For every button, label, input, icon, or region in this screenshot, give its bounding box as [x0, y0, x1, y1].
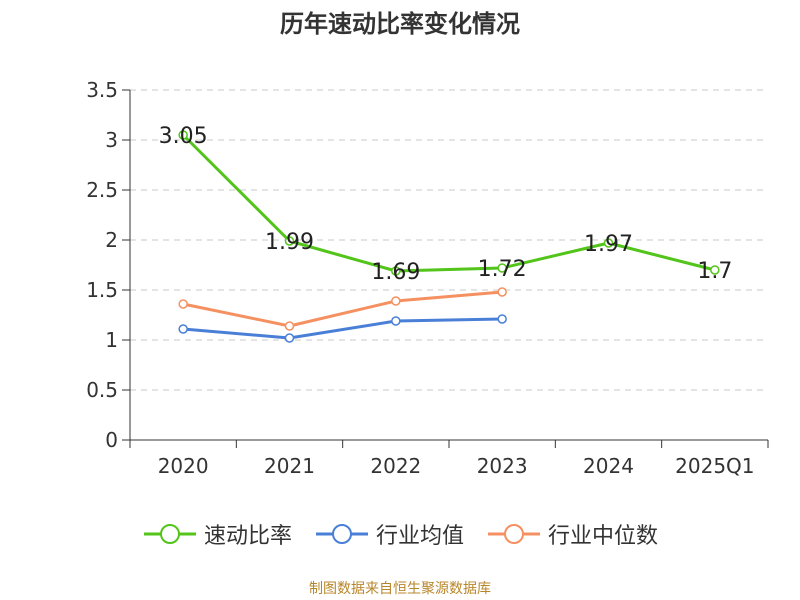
data-point [391, 316, 401, 326]
data-point [284, 321, 295, 331]
x-tick-label: 2022 [370, 454, 421, 478]
grid-lines [130, 89, 768, 391]
x-tick-label: 2021 [264, 454, 315, 478]
data-point [391, 296, 401, 306]
legend-item[interactable]: 行业均值 [314, 518, 464, 550]
y-tick-label: 1 [105, 328, 118, 352]
legend-label: 行业中位数 [548, 524, 659, 549]
data-point [284, 333, 295, 343]
y-tick-label: 0 [105, 428, 118, 452]
chart-title: 历年速动比率变化情况 [280, 10, 520, 38]
y-tick-label: 2.5 [86, 178, 118, 202]
data-point [178, 324, 188, 334]
legend-swatch [315, 524, 368, 544]
legend-label: 速动比率 [203, 524, 292, 549]
data-label: 1.97 [584, 232, 633, 257]
data-point [178, 299, 188, 309]
legend-swatch-marker [331, 524, 352, 544]
x-tick-label: 2024 [583, 454, 634, 478]
y-tick-label: 1.5 [86, 278, 118, 302]
data-point [497, 287, 507, 297]
data-label: 1.99 [265, 230, 314, 255]
legend-swatch-marker [159, 524, 180, 544]
y-tick-label: 3.5 [86, 78, 118, 102]
data-point [178, 130, 188, 140]
data-label: 3.05 [159, 124, 208, 149]
legend-item[interactable]: 行业中位数 [486, 518, 658, 550]
data-labels: 3.05 1.99 1.69 1.72 1.97 1.7 [159, 124, 733, 285]
series-lines [178, 130, 720, 343]
axes: 0 0.5 1 1.5 2 2.5 3 3.5 2020 2021 2022 2023 2024 2025… [86, 78, 769, 478]
series-line [182, 133, 716, 273]
series-line [183, 317, 503, 340]
legend-swatch [488, 524, 540, 544]
x-tick-label: 2025Q1 [675, 454, 754, 478]
legend-swatch [143, 524, 196, 544]
data-label: 1.69 [371, 260, 420, 285]
x-tick-label: 2020 [158, 454, 209, 478]
data-label: 1.7 [697, 259, 732, 284]
data-point [284, 236, 295, 246]
legend: 速动比率 行业均值 行业中位数 [0, 518, 800, 550]
source-note: 制图数据来自恒生聚源数据库 [309, 581, 491, 597]
data-point [497, 314, 507, 324]
data-point [710, 265, 720, 275]
y-tick-label: 0.5 [86, 378, 118, 402]
legend-item[interactable]: 速动比率 [142, 518, 292, 550]
legend-swatch-marker [504, 524, 524, 544]
series-line [182, 290, 503, 328]
data-label: 1.72 [478, 257, 527, 282]
y-tick-label: 2 [105, 228, 118, 252]
x-tick-label: 2023 [477, 454, 528, 478]
y-tick-label: 3 [105, 128, 118, 152]
legend-label: 行业均值 [375, 524, 464, 549]
data-point [497, 263, 507, 273]
data-point [391, 266, 401, 276]
data-point [603, 238, 614, 248]
